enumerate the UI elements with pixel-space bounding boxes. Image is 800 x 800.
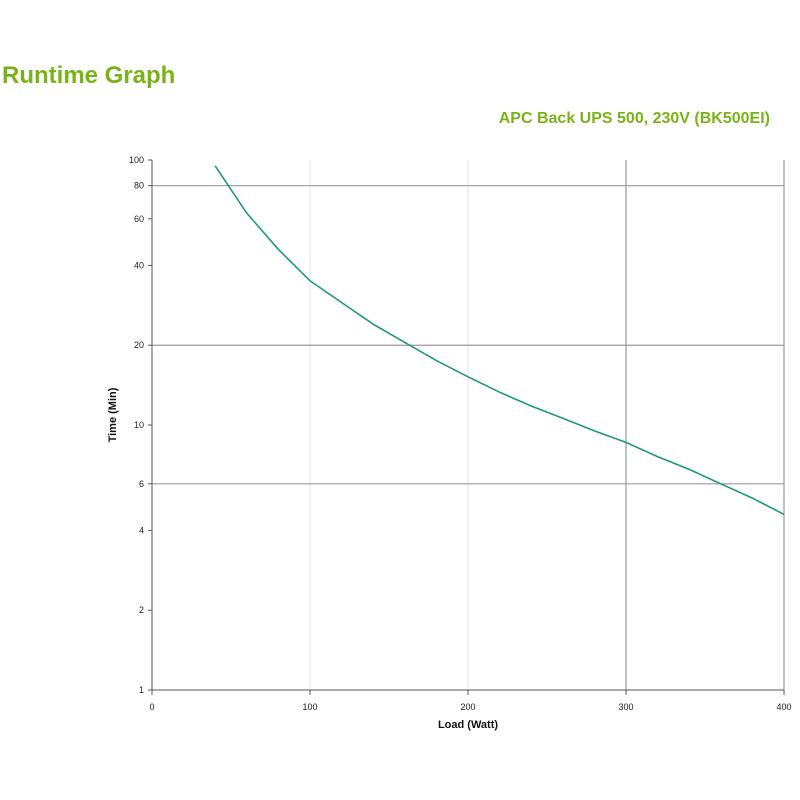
y-tick-label: 6 [139,479,144,489]
y-tick-label: 80 [134,181,144,191]
x-tick-label: 200 [460,702,475,712]
y-tick-label: 40 [134,260,144,270]
tick-layer: 0 100 200 300 400 1 2 4 6 10 20 40 60 80 100 [129,155,792,712]
page-title: Runtime Graph [2,62,176,89]
y-tick-label: 10 [134,420,144,430]
y-tick-label: 2 [139,605,144,615]
x-axis-label: Load (Watt) [438,719,498,731]
x-tick-label: 400 [776,702,791,712]
y-tick-label: 100 [129,155,144,165]
x-tick-label: 0 [149,702,154,712]
x-tick-label: 100 [302,702,317,712]
y-axis-label: Time (Min) [107,387,119,442]
y-tick-label: 1 [139,685,144,695]
y-tick-label: 4 [139,525,144,535]
grid-layer [152,160,785,690]
x-tick-label: 300 [618,702,633,712]
chart-title: APC Back UPS 500, 230V (BK500EI) [498,110,770,127]
y-tick-label: 20 [134,340,144,350]
runtime-curve [214,165,785,516]
y-tick-label: 60 [134,214,144,224]
